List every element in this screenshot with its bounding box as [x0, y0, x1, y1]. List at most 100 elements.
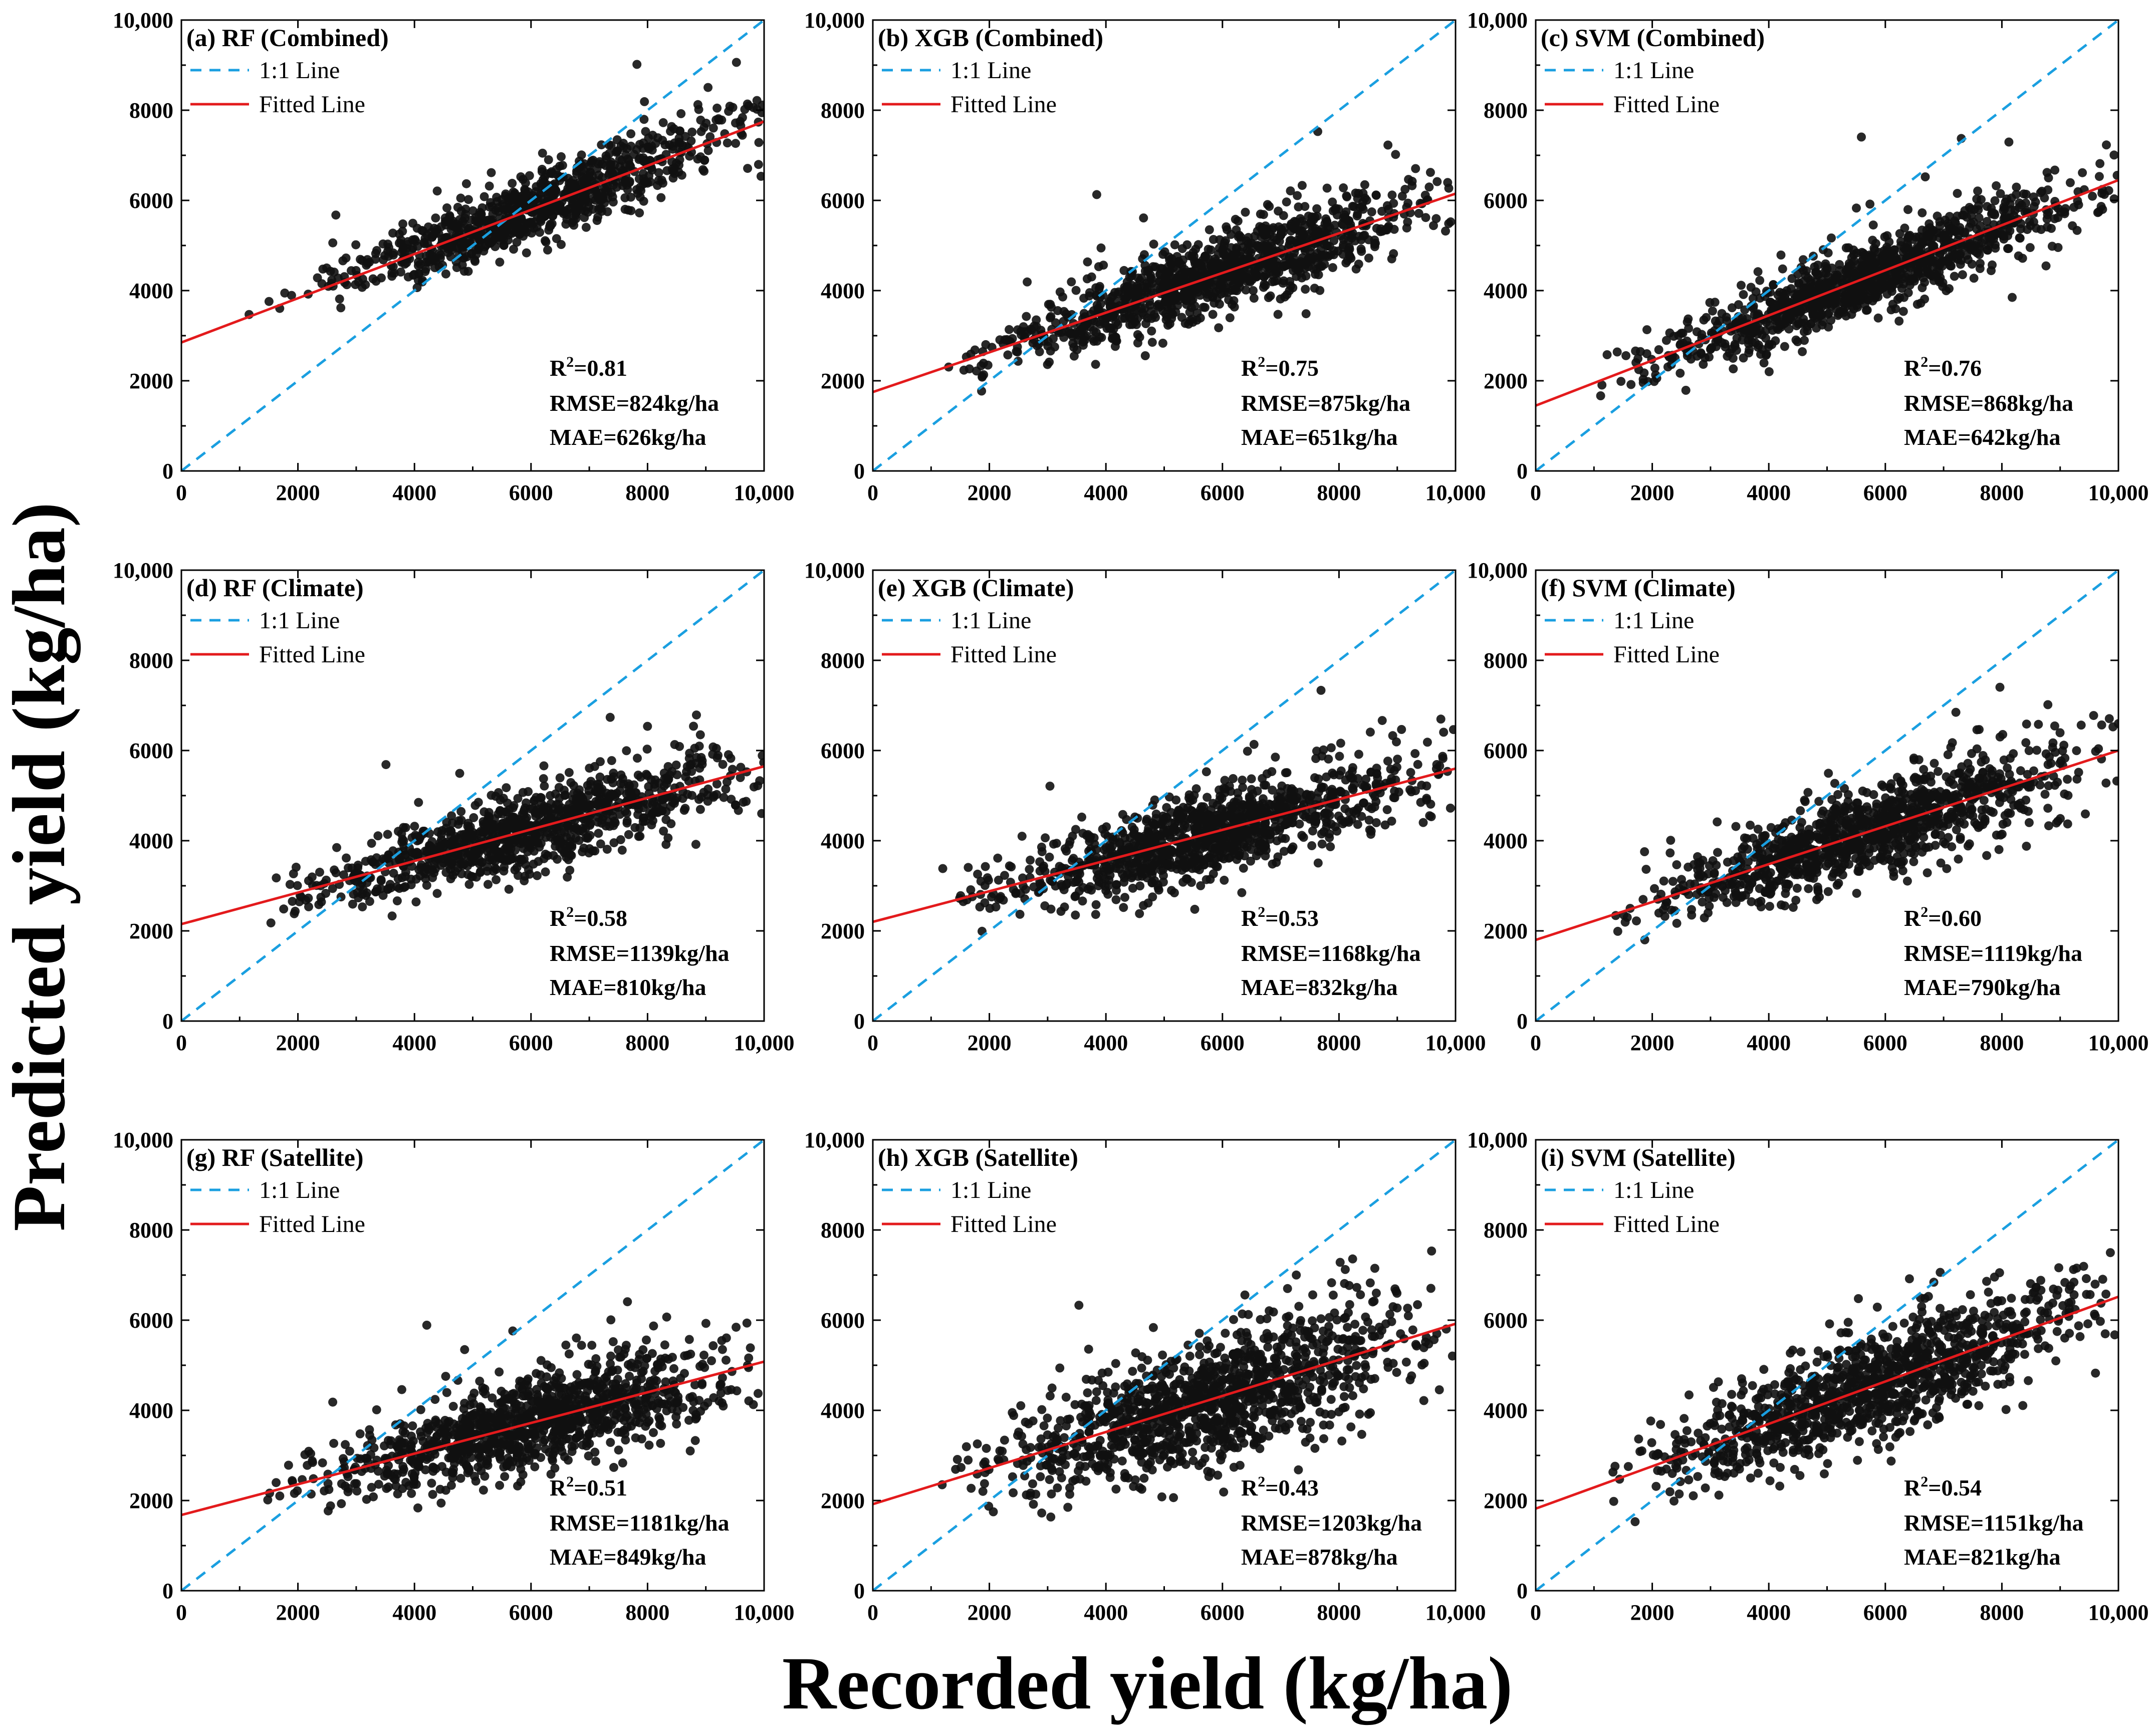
data-point: [2072, 225, 2082, 235]
data-point: [577, 201, 587, 210]
data-point: [1852, 203, 1861, 213]
data-point: [661, 807, 671, 816]
data-point: [1133, 338, 1142, 348]
data-point: [1841, 311, 1851, 321]
data-point: [413, 241, 422, 251]
data-point: [1200, 279, 1210, 289]
data-point: [2018, 254, 2027, 263]
data-point: [1889, 249, 1898, 259]
data-point: [2065, 178, 2075, 187]
data-point: [699, 166, 709, 176]
data-point: [712, 779, 722, 789]
data-point: [326, 267, 335, 276]
data-point: [1602, 350, 1612, 359]
y-tick-label: 4000: [129, 279, 173, 303]
data-point: [2109, 194, 2118, 203]
data-point: [609, 180, 618, 189]
data-point: [1003, 350, 1013, 360]
data-point: [1251, 270, 1261, 280]
data-point: [1886, 305, 1896, 315]
data-point: [1083, 257, 1092, 267]
data-point: [1899, 279, 1908, 289]
data-point: [1304, 253, 1314, 263]
data-point: [1974, 205, 1983, 214]
data-point: [2016, 224, 2025, 233]
data-point: [1912, 300, 1922, 309]
data-point: [584, 786, 594, 795]
data-point: [358, 902, 367, 912]
data-point: [430, 255, 439, 265]
data-point: [1898, 307, 1908, 316]
data-point: [1091, 283, 1101, 293]
data-point: [1182, 300, 1191, 309]
data-point: [415, 871, 425, 880]
data-point: [1279, 847, 1289, 856]
data-point: [541, 849, 550, 859]
data-point: [351, 240, 361, 250]
data-point: [1903, 205, 1912, 214]
data-point: [1017, 832, 1027, 841]
data-point: [1336, 738, 1345, 748]
data-point: [624, 830, 633, 839]
data-point: [609, 838, 619, 848]
r-squared-label: R2=0.76: [1904, 354, 1982, 381]
data-point: [564, 806, 574, 816]
data-point: [1683, 317, 1692, 327]
data-point: [1675, 368, 1685, 378]
data-point: [464, 880, 474, 889]
data-point: [651, 139, 660, 148]
data-point: [663, 775, 673, 785]
data-point: [758, 751, 764, 761]
data-point: [1249, 739, 1259, 749]
data-point: [470, 257, 480, 266]
data-point: [1158, 339, 1167, 348]
data-point: [656, 193, 666, 202]
data-point: [1616, 377, 1626, 386]
data-point: [734, 806, 743, 815]
data-point: [386, 883, 395, 893]
data-point: [1962, 251, 1972, 260]
data-point: [1041, 833, 1050, 843]
data-point: [583, 834, 592, 843]
data-point: [557, 152, 566, 161]
data-point: [439, 243, 448, 253]
data-point: [736, 763, 746, 772]
data-point: [1775, 317, 1784, 327]
data-point: [1665, 328, 1674, 338]
data-point: [509, 244, 518, 254]
data-point: [1279, 262, 1288, 272]
data-point: [1285, 286, 1294, 296]
legend-fit-label: Fitted Line: [259, 641, 365, 668]
data-point: [1422, 795, 1431, 805]
data-point: [608, 812, 617, 821]
data-point: [1773, 290, 1783, 300]
data-point: [581, 815, 591, 824]
data-point: [1842, 271, 1852, 281]
r-squared-label: R2=0.75: [1241, 354, 1319, 381]
data-point: [692, 710, 701, 720]
data-point: [1402, 223, 1411, 233]
data-point: [1165, 267, 1175, 276]
data-point: [1990, 196, 2000, 205]
data-point: [1296, 214, 1305, 223]
data-point: [1301, 285, 1310, 294]
data-point: [1813, 261, 1822, 270]
legend-fit-label: Fitted Line: [259, 91, 365, 118]
y-tick-label: 6000: [129, 738, 173, 763]
data-point: [1436, 714, 1446, 724]
data-point: [756, 171, 764, 181]
data-point: [266, 918, 276, 928]
data-point: [1991, 243, 2000, 253]
data-point: [510, 188, 520, 198]
data-point: [1928, 255, 1937, 265]
data-point: [502, 842, 511, 851]
data-point: [1201, 252, 1210, 261]
panel-title: (d) RF (Climate): [186, 574, 364, 602]
data-point: [667, 157, 676, 166]
x-tick-label: 0: [1530, 480, 1541, 505]
data-point: [601, 186, 610, 195]
data-point: [1225, 258, 1235, 267]
data-point: [705, 132, 715, 141]
x-tick-label: 4000: [392, 1031, 436, 1055]
data-point: [456, 193, 465, 203]
